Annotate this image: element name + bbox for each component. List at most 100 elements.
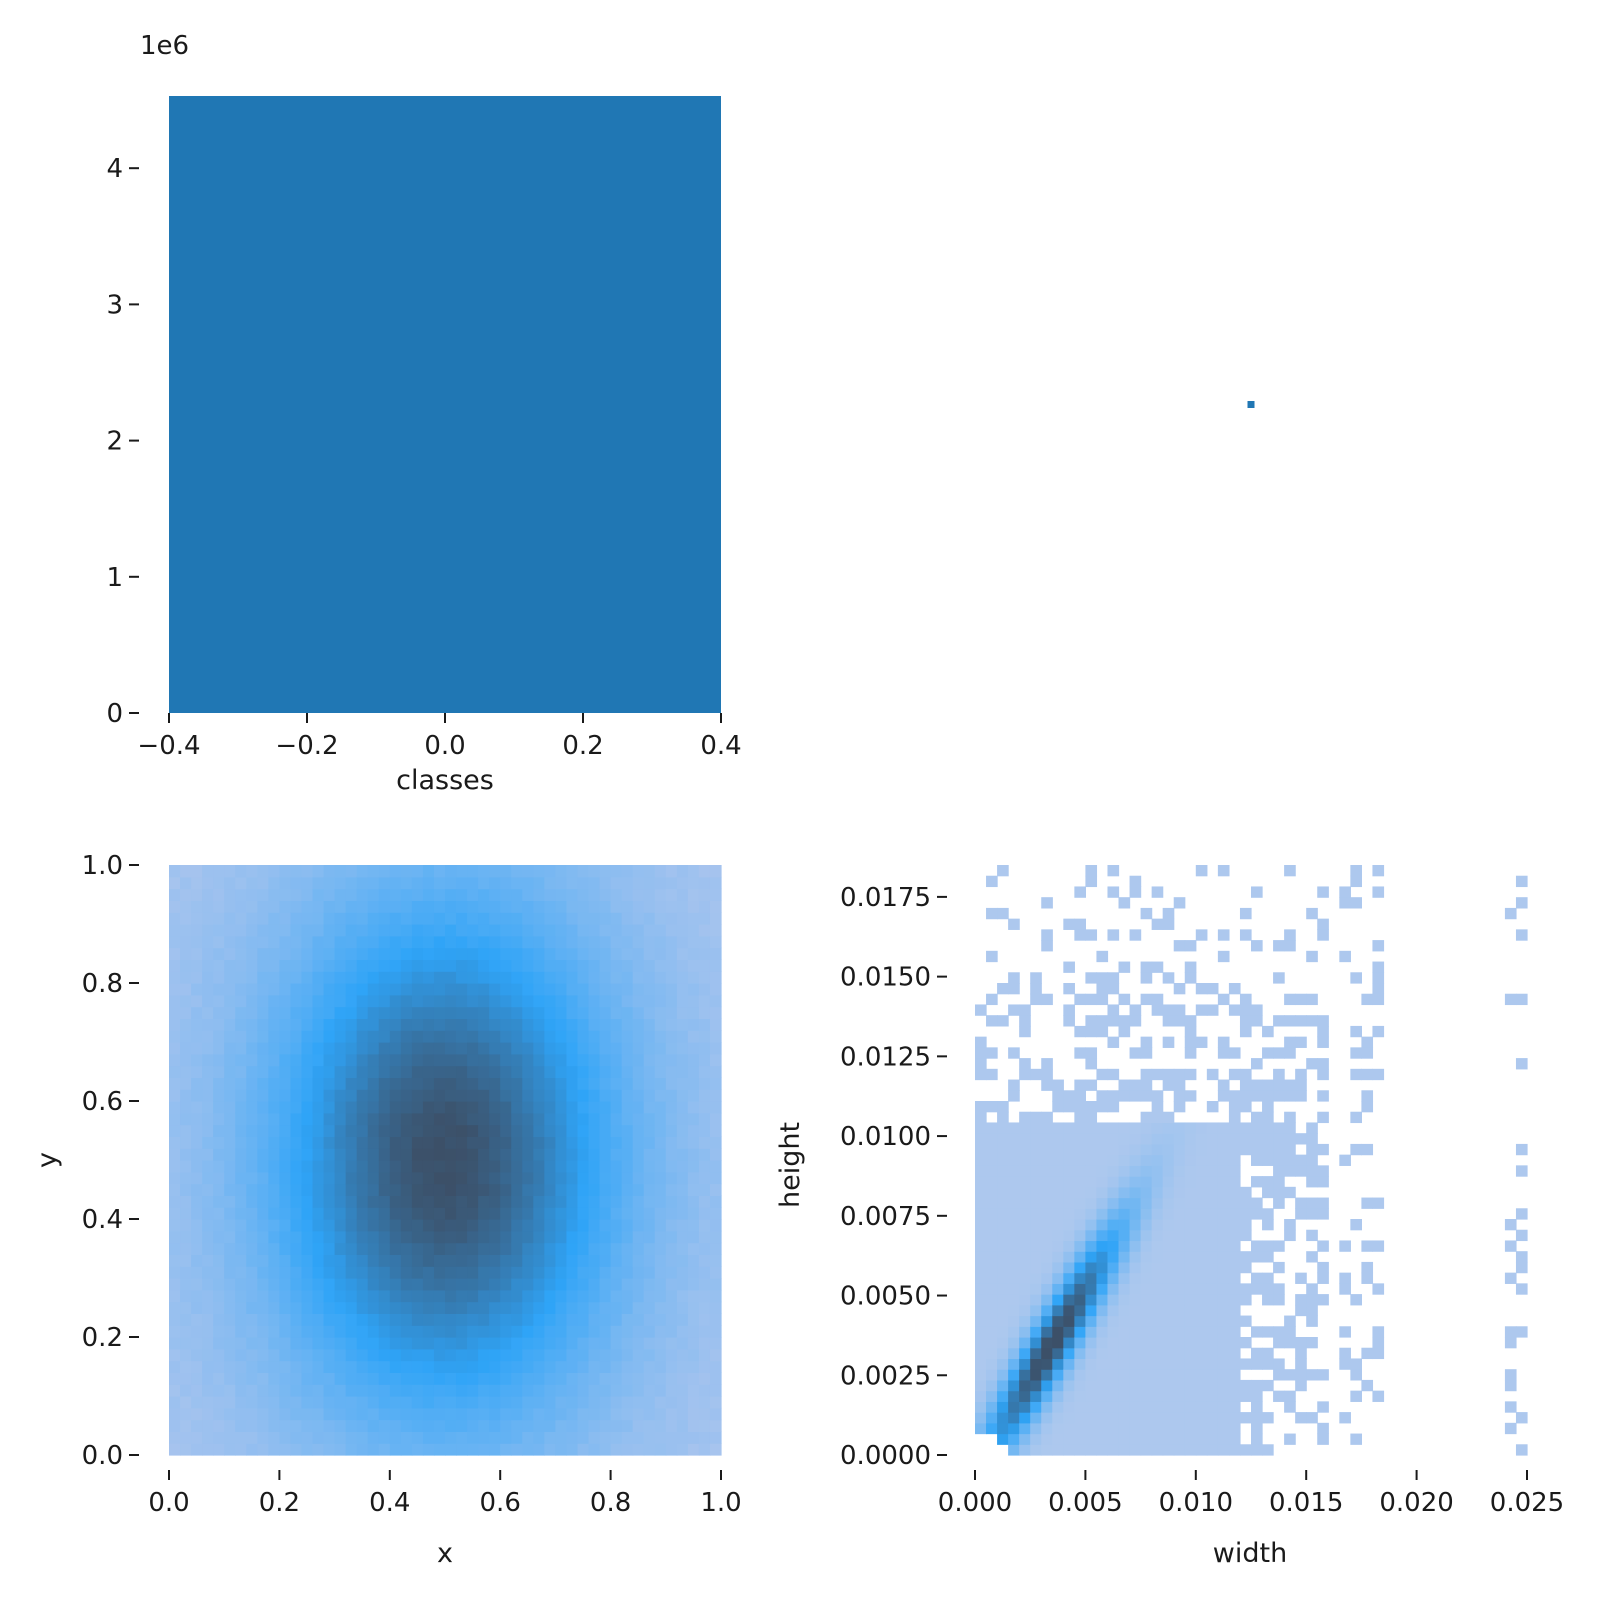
xy-heatmap-cell bbox=[533, 1278, 545, 1291]
xy-heatmap-cell bbox=[312, 865, 325, 878]
xy-heatmap-cell bbox=[169, 947, 181, 960]
xy-heatmap-cell bbox=[378, 924, 391, 937]
xy-heatmap-cell bbox=[356, 1207, 369, 1220]
xy-heatmap-cell bbox=[709, 1313, 722, 1326]
wh-heatmap-cell bbox=[1151, 1347, 1164, 1360]
xy-heatmap-cell bbox=[257, 1266, 269, 1279]
wh-heatmap-cell bbox=[1129, 1251, 1142, 1263]
xy-heatmap-cell bbox=[577, 1112, 590, 1126]
xy-heatmap-cell bbox=[312, 1289, 325, 1303]
xy-heatmap-cell bbox=[323, 1030, 336, 1043]
xy-heatmap-cell bbox=[544, 888, 556, 901]
wh-heatmap-cell bbox=[1317, 1272, 1329, 1284]
wh-heatmap-cell bbox=[1361, 1047, 1374, 1059]
xy-heatmap-cell bbox=[323, 1018, 336, 1031]
xy-heatmap-cell bbox=[356, 1219, 369, 1232]
xy-heatmap-cell bbox=[665, 1337, 678, 1350]
xy-heatmap-cell bbox=[169, 1171, 181, 1185]
xy-heatmap-cell bbox=[356, 865, 369, 878]
xy-heatmap-cell bbox=[323, 1042, 336, 1055]
xy-heatmap-cell bbox=[676, 1266, 689, 1279]
xy-heatmap-cell bbox=[566, 888, 579, 901]
wh-heatmap-cell bbox=[1228, 1208, 1241, 1220]
xy-heatmap-cell bbox=[323, 1254, 336, 1267]
xy-heatmap-cell bbox=[191, 1313, 203, 1326]
xy-heatmap-cell bbox=[621, 1136, 634, 1149]
xy-y-axis-label: y bbox=[32, 1152, 63, 1168]
wh-heatmap-cell bbox=[1008, 1047, 1020, 1059]
xy-heatmap-cell bbox=[588, 900, 601, 913]
xy-heatmap-cell bbox=[301, 1325, 314, 1338]
xy-heatmap-cell bbox=[191, 1289, 203, 1303]
xy-heatmap-cell bbox=[301, 1313, 314, 1326]
xy-heatmap-cell bbox=[224, 1195, 236, 1208]
xy-heatmap-cell bbox=[599, 1160, 612, 1173]
xy-heatmap-cell bbox=[665, 971, 678, 984]
xy-heatmap-cell bbox=[356, 1289, 369, 1303]
xy-heatmap-cell bbox=[202, 1313, 214, 1326]
wh-heatmap-cell bbox=[1085, 865, 1098, 877]
xy-heatmap-cell bbox=[665, 1384, 678, 1397]
xy-heatmap-cell bbox=[478, 912, 490, 925]
xy-heatmap-cell bbox=[478, 924, 490, 937]
xy-heatmap-cell bbox=[180, 1372, 192, 1385]
wh-heatmap-cell bbox=[1008, 918, 1020, 930]
wh-heatmap-cell bbox=[1228, 1133, 1241, 1145]
wh-heatmap-cell bbox=[1372, 865, 1385, 877]
xy-heatmap-cell bbox=[257, 1171, 269, 1185]
xy-heatmap-cell bbox=[433, 971, 446, 984]
xy-heatmap-cell bbox=[698, 1018, 711, 1031]
xy-heatmap-cell bbox=[268, 935, 280, 949]
xy-heatmap-cell bbox=[235, 1101, 247, 1114]
xy-heatmap-cell bbox=[224, 865, 236, 878]
wh-heatmap-cell bbox=[986, 1304, 998, 1317]
xy-heatmap-cell bbox=[411, 983, 424, 996]
wh-heatmap-cell bbox=[1206, 1347, 1219, 1360]
wh-heatmap-cell bbox=[1019, 1390, 1031, 1402]
xy-heatmap-cell bbox=[621, 959, 634, 972]
wh-heatmap-cell bbox=[1019, 1240, 1031, 1252]
xy-heatmap-cell bbox=[489, 1254, 501, 1267]
xy-heatmap-cell bbox=[500, 924, 512, 937]
wh-heatmap-cell bbox=[1074, 1186, 1086, 1199]
xy-heatmap-cell bbox=[698, 1325, 711, 1338]
wh-heatmap-cell bbox=[1107, 1133, 1120, 1145]
xy-y-ticks: 0.00.20.40.60.81.0 bbox=[82, 851, 139, 1471]
xy-heatmap-cell bbox=[643, 865, 656, 878]
wh-heatmap-cell bbox=[1041, 1143, 1053, 1156]
xy-heatmap-cell bbox=[235, 1053, 247, 1067]
xy-heatmap-cell bbox=[323, 1301, 336, 1314]
xy-heatmap-cell bbox=[356, 1384, 369, 1397]
xy-heatmap-cell bbox=[246, 1278, 258, 1291]
xy-heatmap-cell bbox=[676, 1065, 689, 1078]
wh-heatmap-cell bbox=[975, 1379, 987, 1392]
xy-heatmap-cell bbox=[169, 1160, 181, 1173]
wh-heatmap-cell bbox=[1096, 1229, 1109, 1242]
xy-heatmap-cell bbox=[389, 959, 402, 972]
xy-heatmap-cell bbox=[456, 983, 468, 996]
wh-heatmap-cell bbox=[1217, 1122, 1230, 1134]
xy-heatmap-cell bbox=[478, 1396, 490, 1409]
xy-heatmap-cell bbox=[389, 1160, 402, 1173]
wh-heatmap-cell bbox=[1317, 1240, 1329, 1252]
xy-heatmap-cell bbox=[709, 1372, 722, 1385]
xy-heatmap-cell bbox=[378, 1278, 391, 1291]
xy-heatmap-cell bbox=[169, 1407, 181, 1421]
wh-heatmap-cell bbox=[1074, 1122, 1086, 1134]
wh-heatmap-cell bbox=[1140, 1208, 1153, 1220]
wh-heatmap-cell bbox=[1063, 1090, 1075, 1102]
xy-heatmap-cell bbox=[345, 1160, 358, 1173]
xy-heatmap-cell bbox=[544, 1183, 556, 1196]
wh-heatmap-cell bbox=[1052, 1251, 1064, 1263]
wh-heatmap-cell bbox=[1273, 1197, 1285, 1209]
xy-heatmap-cell bbox=[345, 1266, 358, 1279]
wh-heatmap-cell bbox=[1284, 1122, 1296, 1134]
xy-heatmap-cell bbox=[246, 865, 258, 878]
wh-heatmap-cell bbox=[1361, 1197, 1374, 1209]
wh-heatmap-cell bbox=[1107, 1165, 1120, 1177]
xy-heatmap-cell bbox=[577, 1431, 590, 1444]
wh-heatmap-cell bbox=[1317, 1025, 1329, 1038]
xy-heatmap-cell bbox=[500, 1053, 512, 1067]
xy-heatmap-cell bbox=[544, 1136, 556, 1149]
